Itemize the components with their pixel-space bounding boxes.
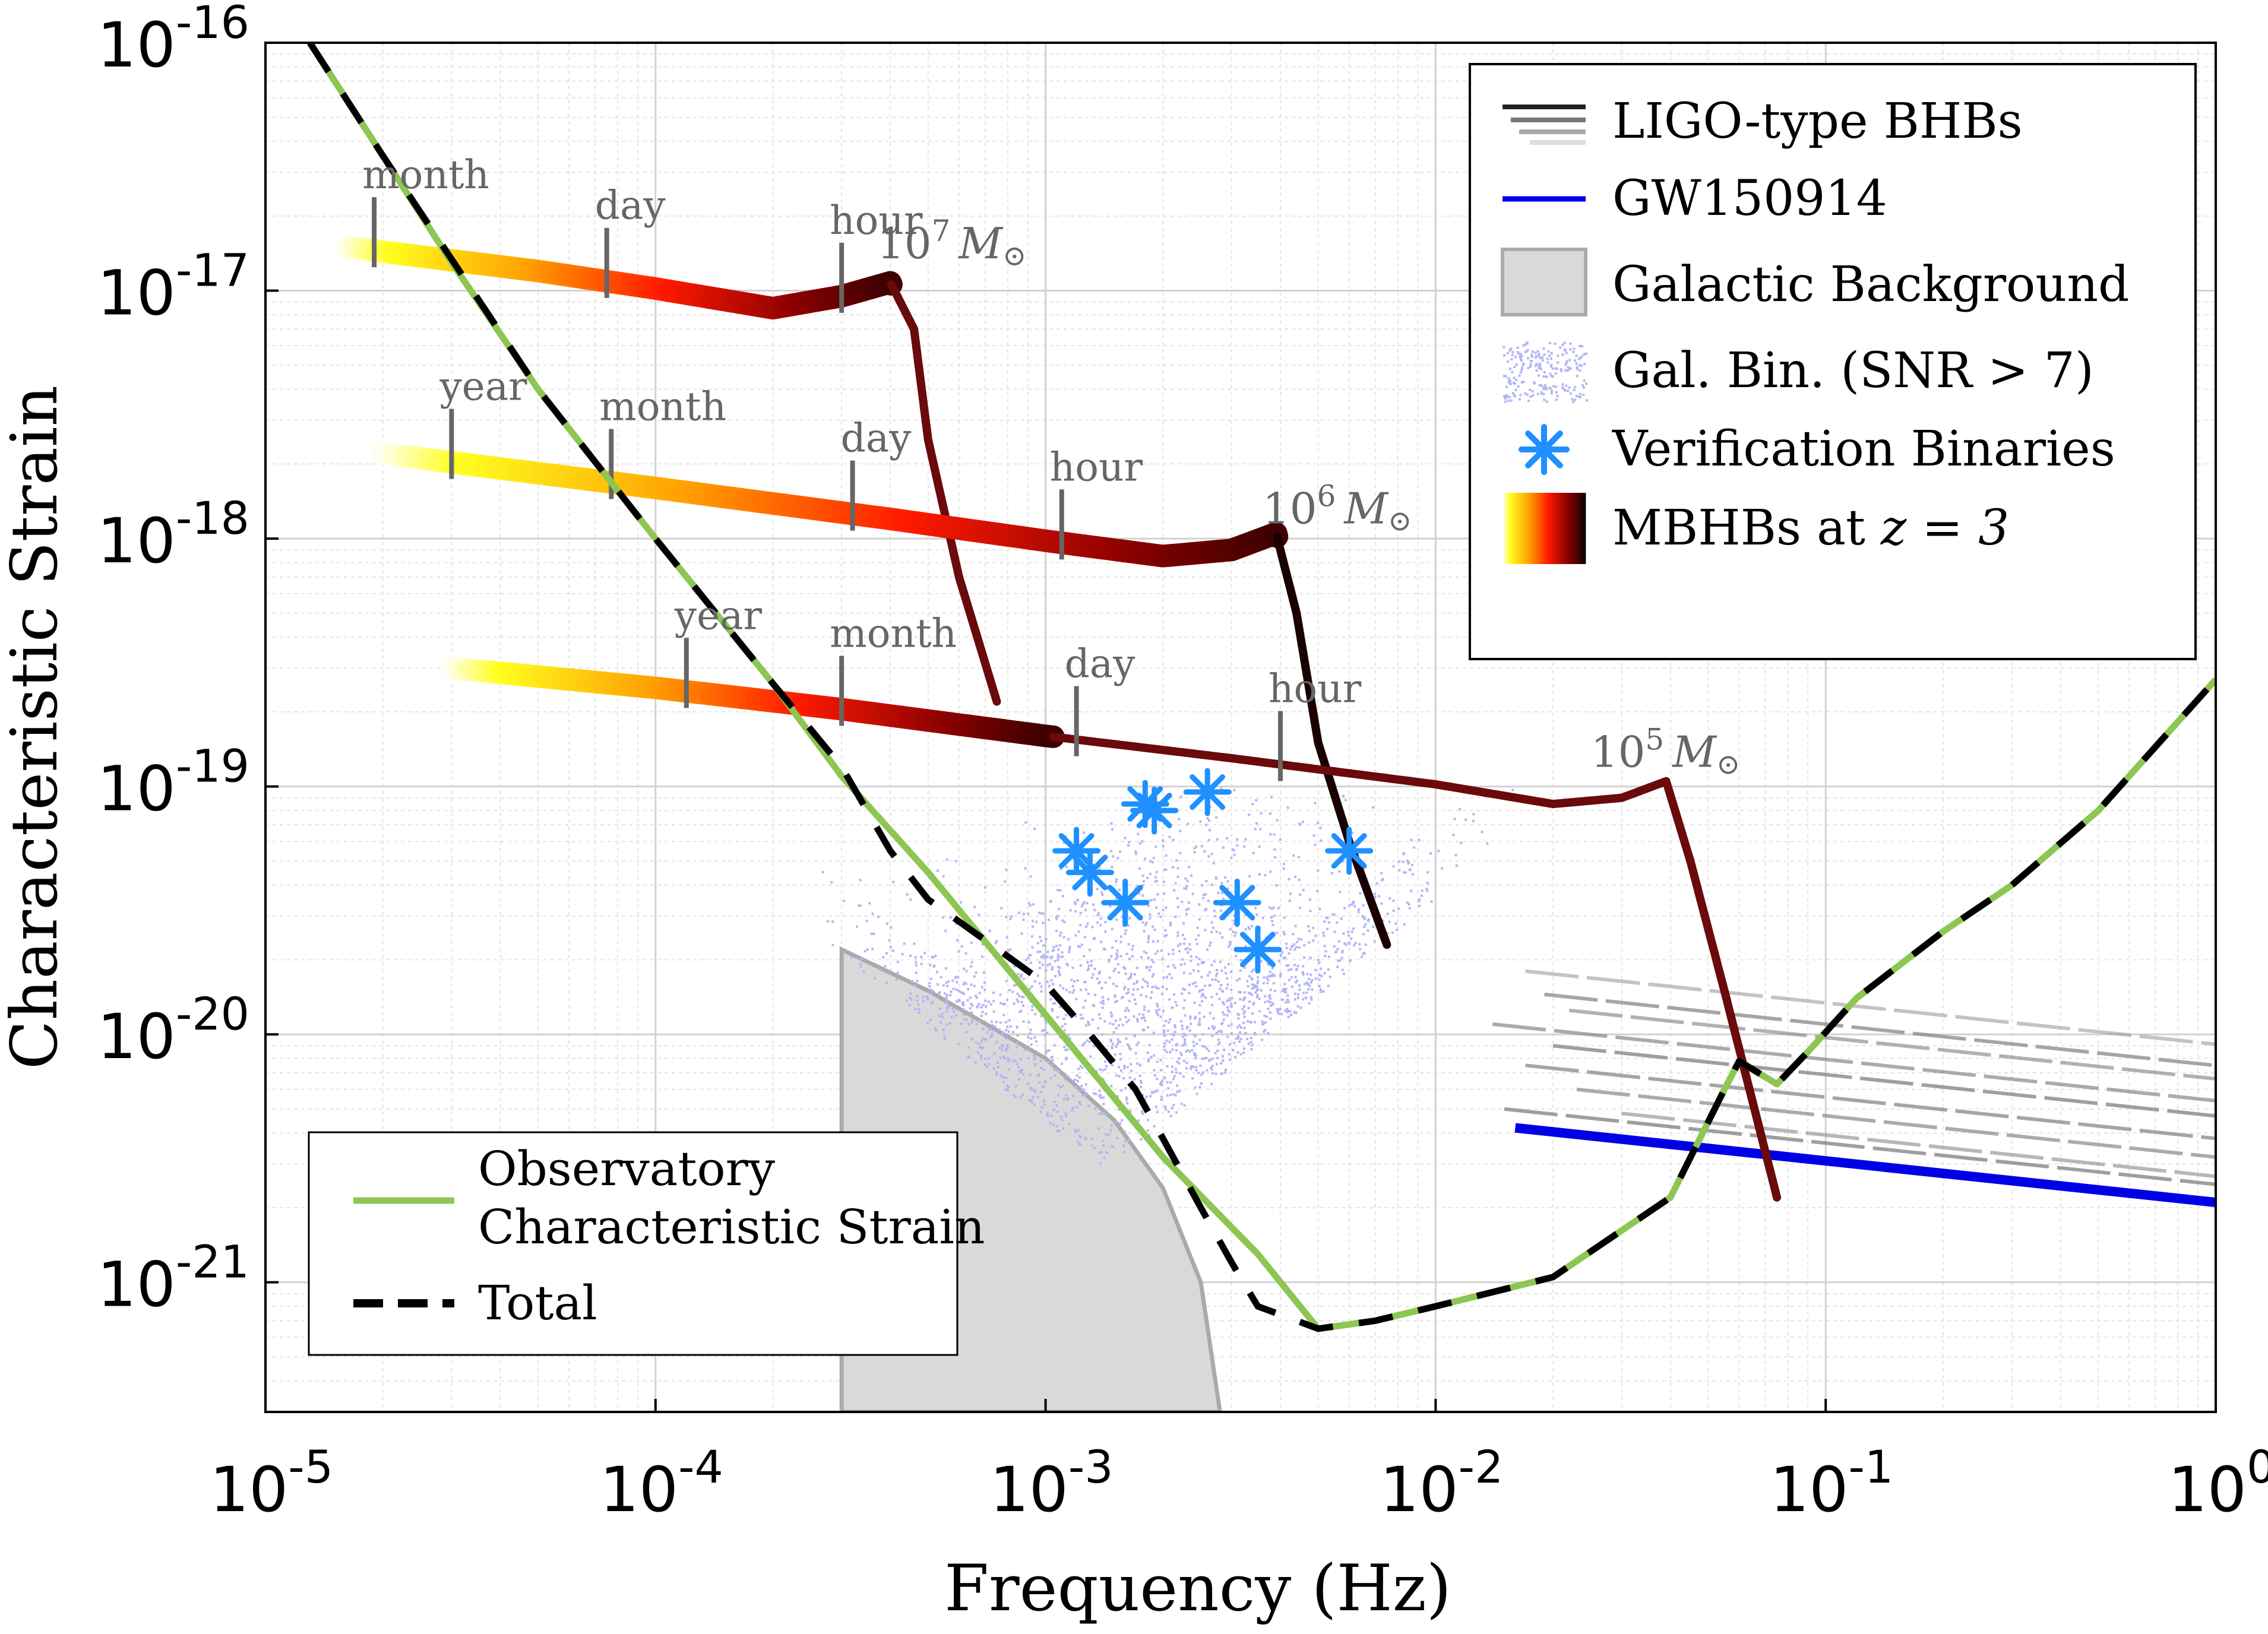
legend-swatch-gradient xyxy=(1584,493,1586,564)
verification-binary-marker xyxy=(1068,851,1111,894)
time-marker-label: month xyxy=(362,152,489,198)
time-marker-label: year xyxy=(439,364,527,410)
time-marker-label: day xyxy=(841,416,912,461)
legend-label: GW150914 xyxy=(1612,170,1887,227)
verification-binary-marker xyxy=(1133,789,1176,832)
time-marker-label: month xyxy=(830,610,957,656)
time-marker-label: year xyxy=(674,593,763,638)
time-marker-label: month xyxy=(599,384,726,429)
legend-swatch-area xyxy=(1502,249,1586,315)
time-marker-label: hour xyxy=(1050,444,1143,490)
legend-label: Gal. Bin. (SNR > 7) xyxy=(1612,343,2094,399)
legend-swatch-marker xyxy=(1522,427,1567,472)
verification-binary-marker xyxy=(1104,881,1147,924)
legend-label: Galactic Background xyxy=(1612,256,2130,313)
legend-label: Total xyxy=(478,1275,597,1331)
verification-binary-marker xyxy=(1186,771,1229,813)
y-axis-label: Characteristic Strain xyxy=(0,385,72,1069)
mbhb-segment xyxy=(1775,1189,1777,1198)
legend-main: LIGO-type BHBs GW150914 Galactic Backgroun… xyxy=(1470,64,2196,659)
verification-binary-marker xyxy=(1328,829,1371,872)
mbhb-segment xyxy=(995,696,997,702)
legend-label: LIGO-type BHBs xyxy=(1612,93,2023,150)
mbhb-segment xyxy=(1386,940,1387,945)
x-axis-label: Frequency (Hz) xyxy=(944,1551,1451,1626)
legend-entry-mbhb: MBHBs at z = 3 xyxy=(1502,493,2009,564)
legend-label: Observatory xyxy=(478,1141,775,1196)
legend-label: Verification Binaries xyxy=(1612,421,2115,477)
time-marker-label: day xyxy=(595,183,666,229)
time-marker-label: day xyxy=(1065,641,1136,687)
legend-label: MBHBs at z = 3 xyxy=(1612,500,2009,556)
time-marker-label: hour xyxy=(1269,666,1362,712)
verification-binary-marker xyxy=(1216,881,1258,924)
legend-label: Characteristic Strain xyxy=(478,1199,985,1255)
verification-binary-marker xyxy=(1236,928,1279,971)
